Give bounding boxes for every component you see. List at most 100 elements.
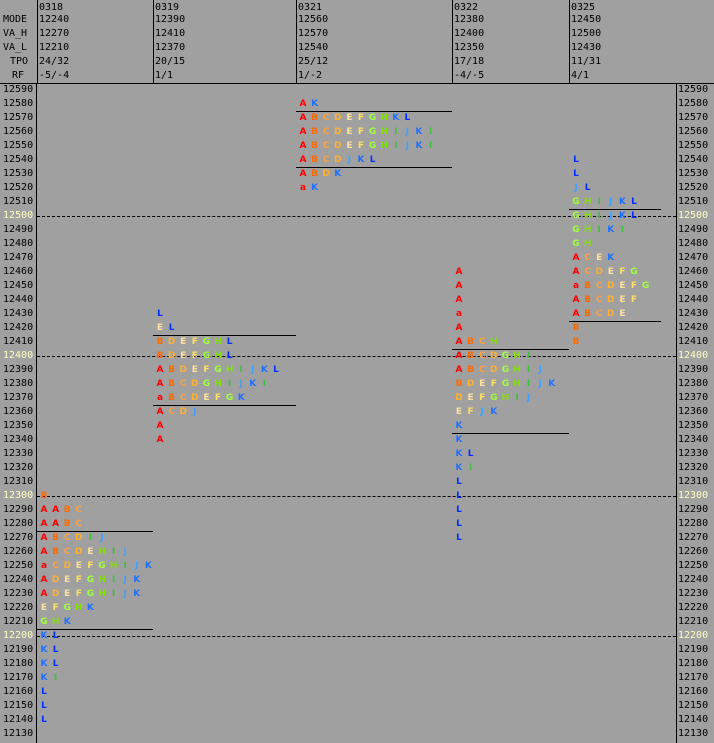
tpo-letter: L — [584, 183, 591, 193]
value-area-low-line — [153, 405, 296, 406]
tpo-letter: E — [40, 603, 48, 613]
price-label-left: 12310 — [3, 476, 34, 487]
tpo-letter: a — [299, 183, 307, 193]
tpo-letter: G — [368, 141, 377, 151]
session-va_h-value: 12270 — [39, 28, 70, 39]
tpo-letter: F — [357, 113, 365, 123]
tpo-letter: A — [572, 295, 580, 305]
tpo-letter: L — [467, 449, 474, 459]
tpo-letter: I — [597, 225, 601, 235]
tpo-letter: K — [455, 435, 463, 445]
session-tpo-value: 17/18 — [454, 56, 485, 67]
price-label-right: 12430 — [678, 308, 709, 319]
price-label-left: 12180 — [3, 658, 34, 669]
tpo-letter: C — [584, 253, 591, 263]
tpo-letter: A — [40, 533, 48, 543]
tpo-letter: L — [168, 323, 175, 333]
tpo-letter: B — [168, 393, 176, 403]
tpo-letter: D — [607, 281, 615, 291]
tpo-letter: H — [51, 617, 60, 627]
price-label-right: 12460 — [678, 266, 709, 277]
tpo-letter: E — [180, 337, 187, 347]
tpo-letter: K — [40, 645, 48, 655]
tpo-letter: F — [357, 127, 365, 137]
price-label-right: 12290 — [678, 504, 709, 515]
price-label-left: 12500 — [3, 210, 34, 221]
price-label-right: 12280 — [678, 518, 709, 529]
tpo-letter: H — [490, 337, 498, 347]
value-area-low-line — [37, 629, 153, 630]
major-price-gridline — [37, 496, 676, 497]
tpo-letter: K — [548, 379, 556, 389]
tpo-letter: F — [52, 603, 59, 613]
price-label-right: 12450 — [678, 280, 709, 291]
price-label-right: 12360 — [678, 406, 709, 417]
tpo-letter: C — [478, 351, 486, 361]
tpo-letter: D — [334, 127, 342, 137]
price-label-right: 12440 — [678, 294, 709, 305]
tpo-letter: B — [455, 379, 463, 389]
header-column-separator — [153, 0, 154, 83]
tpo-letter: D — [595, 267, 603, 277]
tpo-letter: K — [392, 113, 400, 123]
price-label-right: 12140 — [678, 714, 709, 725]
tpo-letter: K — [334, 169, 342, 179]
price-label-right: 12540 — [678, 154, 709, 165]
tpo-letter: G — [63, 603, 71, 613]
price-label-right: 12500 — [678, 210, 709, 221]
tpo-letter: D — [75, 533, 83, 543]
tpo-letter: E — [619, 309, 626, 319]
tpo-letter: C — [478, 337, 486, 347]
session-rf-value: 4/1 — [571, 70, 590, 81]
price-label-right: 12410 — [678, 336, 709, 347]
tpo-letter: D — [179, 407, 187, 417]
tpo-letter: D — [51, 589, 60, 599]
tpo-letter: G — [202, 351, 211, 361]
tpo-letter: C — [168, 407, 175, 417]
tpo-letter: J — [538, 365, 542, 375]
tpo-letter: I — [526, 379, 531, 389]
price-label-left: 12490 — [3, 224, 34, 235]
tpo-letter: B — [584, 281, 592, 291]
price-label-left: 12530 — [3, 168, 34, 179]
tpo-letter: G — [98, 561, 106, 571]
row-label-va-h: VA_H — [3, 28, 28, 39]
tpo-letter: F — [357, 141, 365, 151]
tpo-letter: L — [573, 155, 579, 165]
tpo-letter: B — [311, 169, 319, 179]
price-label-right: 12490 — [678, 224, 709, 235]
tpo-letter: A — [299, 113, 307, 123]
price-label-right: 12470 — [678, 252, 709, 263]
price-label-right: 12580 — [678, 98, 709, 109]
tpo-letter: J — [193, 407, 197, 417]
tpo-letter: H — [501, 393, 510, 403]
tpo-letter: a — [156, 393, 164, 403]
price-label-left: 12170 — [3, 672, 34, 683]
tpo-letter: F — [75, 589, 82, 599]
tpo-letter: J — [123, 589, 127, 599]
price-label-left: 12160 — [3, 686, 34, 697]
tpo-letter: D — [191, 393, 199, 403]
tpo-letter: K — [455, 421, 463, 431]
session-va_l-value: 12370 — [155, 42, 186, 53]
tpo-letter: I — [428, 127, 433, 137]
price-label-left: 12480 — [3, 238, 34, 249]
tpo-letter: K — [144, 561, 152, 571]
price-label-left: 12340 — [3, 434, 34, 445]
tpo-letter: L — [404, 113, 411, 123]
price-label-right: 12230 — [678, 588, 709, 599]
session-rf-value: 1/1 — [155, 70, 174, 81]
tpo-letter: H — [583, 197, 592, 207]
tpo-letter: L — [456, 491, 462, 501]
tpo-letter: H — [513, 379, 521, 389]
tpo-letter: D — [167, 337, 176, 347]
tpo-letter: B — [63, 519, 71, 529]
profile-chart[interactable]: 12590 12590 12580 12580 12570 12570 12560 12560… — [0, 84, 714, 743]
session-mode-value: 12450 — [571, 14, 602, 25]
tpo-letter: J — [609, 197, 613, 207]
value-area-high-line — [452, 349, 569, 350]
tpo-letter: G — [202, 379, 211, 389]
tpo-letter: a — [455, 309, 463, 319]
session-rf-value: 1/-2 — [298, 70, 323, 81]
tpo-letter: C — [478, 365, 486, 375]
